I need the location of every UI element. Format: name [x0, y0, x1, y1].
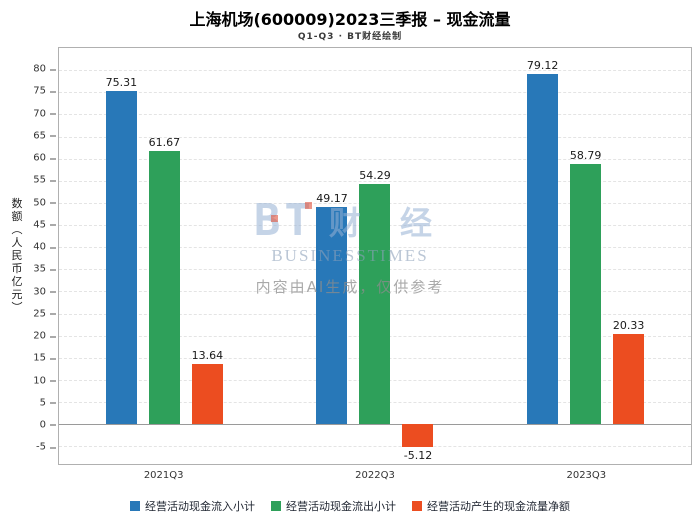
y-axis-label: 数额（人民币亿元）: [10, 197, 23, 315]
legend-item: 经营活动产生的现金流量净额: [412, 498, 570, 514]
bar-group: 79.12 58.79 20.33: [480, 48, 691, 464]
y-tick-label: 40: [33, 241, 56, 253]
legend-label: 经营活动现金流出小计: [286, 500, 396, 513]
bar-value-label: 75.31: [105, 75, 138, 89]
legend-swatch-icon: [271, 501, 281, 511]
zero-baseline: [59, 424, 691, 426]
legend: 经营活动现金流入小计 经营活动现金流出小计 经营活动产生的现金流量净额: [0, 498, 700, 514]
bar-slot: 54.29: [359, 48, 391, 464]
bar: [527, 74, 559, 425]
gridline: [59, 136, 691, 138]
bar-slot: 13.64: [192, 48, 223, 464]
bar: [316, 206, 348, 425]
legend-item: 经营活动现金流出小计: [271, 498, 396, 514]
y-tick-label: 50: [33, 197, 56, 209]
legend-label: 经营活动产生的现金流量净额: [427, 500, 570, 513]
y-tick-label: 55: [33, 174, 56, 186]
x-axis: 2021Q3 2022Q3 2023Q3: [58, 470, 692, 481]
chart-subtitle: Q1-Q3 · BT财经绘制: [297, 32, 403, 42]
plot-area: 75.31 61.67 13.64 49.17 54.29 -5.12 79.12 58.79…: [58, 47, 692, 465]
bar: [148, 151, 180, 425]
bar-slot: 58.79: [570, 48, 601, 464]
x-tick-label: 2023Q3: [566, 470, 607, 481]
bar-value-label: -5.12: [403, 448, 433, 462]
y-tick-label: 10: [33, 375, 56, 386]
y-tick-label: -5: [36, 441, 56, 453]
bar-value-label: 58.79: [569, 149, 602, 162]
gridline: [59, 180, 691, 182]
y-tick-label: 80: [33, 63, 56, 75]
bar: [570, 163, 602, 425]
bar-slot: 49.17: [316, 48, 348, 464]
chart-title: 上海机场(600009)2023三季报 – 现金流量: [189, 10, 511, 29]
y-tick-label: 20: [33, 330, 56, 342]
legend-label: 经营活动现金流入小计: [145, 500, 255, 513]
bar-slot: 75.31: [106, 48, 137, 464]
gridline: [59, 70, 691, 72]
bar-slot: 20.33: [613, 48, 644, 464]
y-axis: 80 75 70 65 60 55 50 45 40 35 30 25 20 15 10 5 0 -5: [0, 47, 58, 465]
bar-group: 75.31 61.67 13.64: [59, 48, 270, 464]
y-tick-label: 15: [33, 352, 56, 364]
y-tick-label: 5: [39, 397, 58, 409]
legend-swatch-icon: [412, 501, 422, 511]
legend-swatch-icon: [130, 501, 140, 511]
y-tick-label: 60: [33, 152, 56, 164]
bar: [613, 334, 645, 425]
y-tick-label: 25: [33, 308, 56, 320]
y-tick-label: 35: [33, 263, 56, 275]
bar: [402, 424, 434, 447]
bar-group: 49.17 54.29 -5.12: [270, 48, 481, 464]
bar-slot: -5.12: [402, 48, 434, 464]
gridline: [59, 114, 691, 116]
gridline: [59, 446, 691, 448]
y-tick-label: 45: [33, 219, 56, 231]
bar-value-label: 20.33: [612, 319, 645, 333]
y-tick-label: 30: [33, 286, 56, 298]
y-tick-label: 70: [33, 108, 56, 120]
gridline: [59, 92, 691, 94]
x-tick-label: 2022Q3: [355, 470, 395, 481]
gridline: [59, 158, 691, 160]
y-tick-label: 75: [33, 85, 56, 97]
y-tick-label: 65: [33, 130, 56, 142]
bar-slot: 61.67: [149, 48, 180, 464]
bar-value-label: 79.12: [526, 59, 559, 73]
bar-slot: 79.12: [527, 48, 558, 464]
bar-value-label: 61.67: [148, 136, 181, 150]
x-tick-label: 2021Q3: [143, 470, 184, 481]
bar: [191, 363, 223, 425]
y-tick-label: 0: [39, 419, 58, 431]
legend-item: 经营活动现金流入小计: [130, 498, 255, 514]
bar-value-label: 49.17: [316, 191, 348, 205]
bar: [359, 183, 391, 425]
bar: [105, 90, 137, 425]
bar-value-label: 13.64: [191, 348, 224, 362]
bar-value-label: 54.29: [359, 168, 391, 182]
